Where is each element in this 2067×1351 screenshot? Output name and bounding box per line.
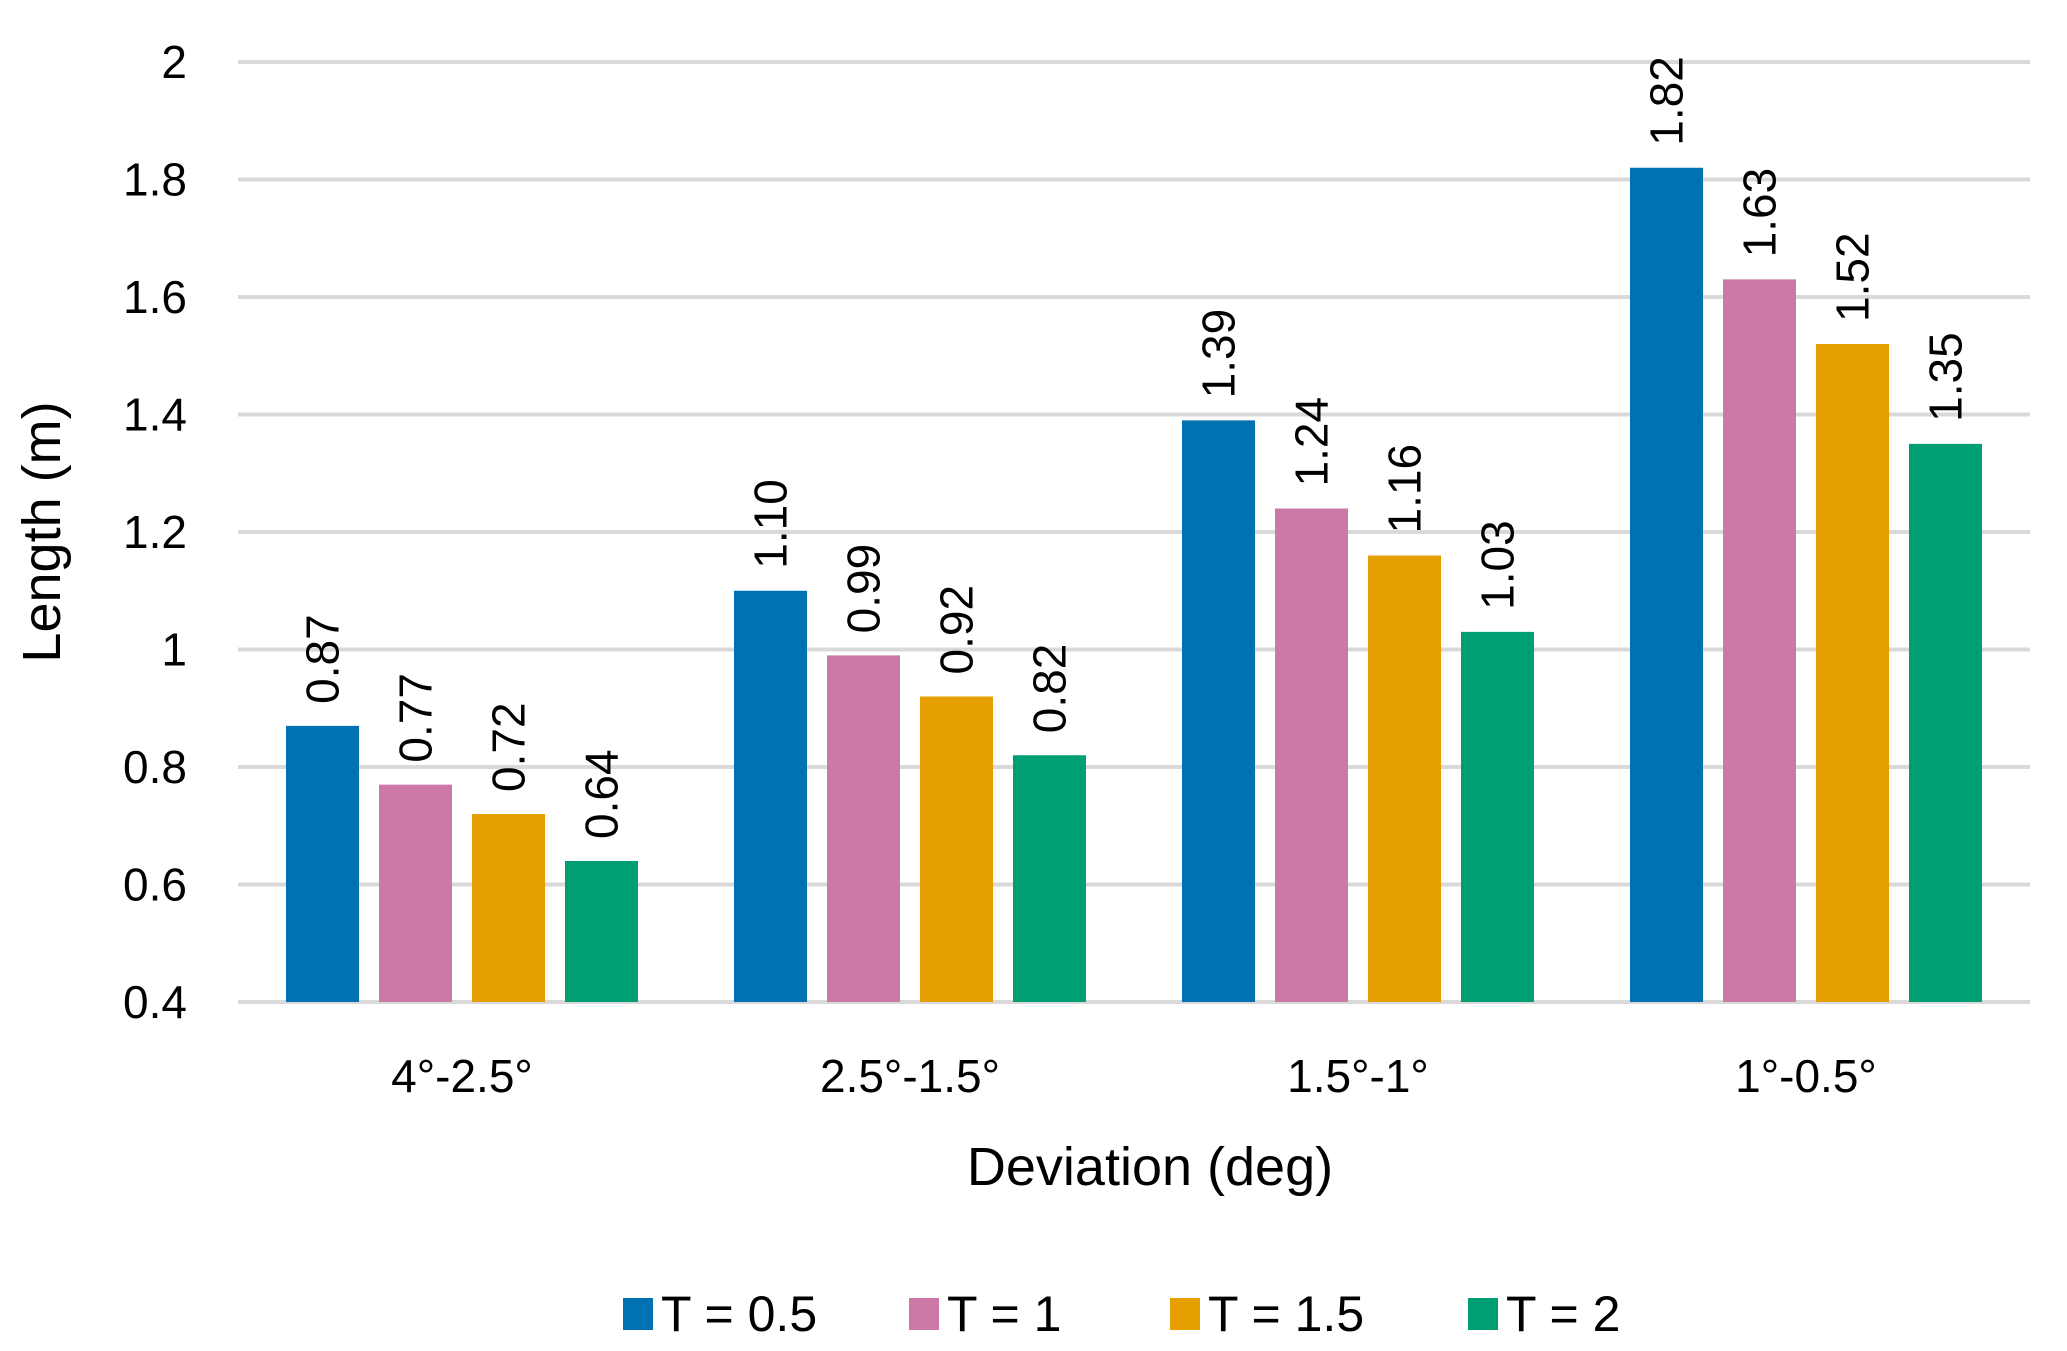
x-axis-categories: 4°-2.5° 2.5°-1.5° 1.5°-1° 1°-0.5° xyxy=(391,1050,1877,1102)
data-label: 0.92 xyxy=(931,585,983,675)
bar xyxy=(1630,167,1703,1002)
y-tick-label: 0.8 xyxy=(123,741,187,793)
data-label: 1.35 xyxy=(1920,332,1972,422)
legend-label: T = 1.5 xyxy=(1208,1286,1364,1342)
bar xyxy=(379,784,452,1002)
legend-swatch xyxy=(1170,1298,1200,1330)
y-tick-label: 1.6 xyxy=(123,271,187,323)
bar xyxy=(1182,420,1255,1002)
bar xyxy=(565,861,638,1002)
legend-label: T = 1 xyxy=(947,1286,1061,1342)
bar xyxy=(1816,344,1889,1002)
data-labels: 0.87 0.77 0.72 0.64 1.10 0.99 0.92 0.82 1.39 1.24… xyxy=(297,56,1972,839)
data-label: 1.82 xyxy=(1641,56,1693,146)
data-label: 0.72 xyxy=(483,702,535,792)
bar xyxy=(472,814,545,1002)
y-tick-label: 0.6 xyxy=(123,859,187,911)
data-label: 0.82 xyxy=(1024,644,1076,734)
bar xyxy=(827,655,900,1002)
data-label: 1.16 xyxy=(1379,444,1431,534)
y-tick-label: 0.4 xyxy=(123,976,187,1028)
bar xyxy=(1723,279,1796,1002)
data-label: 0.77 xyxy=(390,673,442,763)
bar xyxy=(1909,443,1982,1002)
legend-label: T = 2 xyxy=(1506,1286,1620,1342)
x-category-label: 1.5°-1° xyxy=(1287,1050,1429,1102)
x-category-label: 4°-2.5° xyxy=(391,1050,533,1102)
data-label: 0.64 xyxy=(576,749,628,839)
x-category-label: 1°-0.5° xyxy=(1735,1050,1877,1102)
bar xyxy=(1368,555,1441,1002)
y-tick-label: 1.4 xyxy=(123,389,187,441)
legend-item: T = 2 xyxy=(1468,1286,1620,1342)
y-axis-title: Length (m) xyxy=(12,401,72,662)
legend-item: T = 1 xyxy=(909,1286,1061,1342)
legend: T = 0.5 T = 1 T = 1.5 T = 2 xyxy=(623,1286,1620,1342)
y-tick-label: 1 xyxy=(161,624,187,676)
y-tick-label: 1.8 xyxy=(123,154,187,206)
data-label: 1.10 xyxy=(745,479,797,569)
bar xyxy=(286,725,359,1002)
bar xyxy=(920,696,993,1002)
bar xyxy=(734,590,807,1002)
data-label: 0.99 xyxy=(838,544,890,634)
legend-swatch xyxy=(623,1298,653,1330)
data-label: 1.63 xyxy=(1734,168,1786,258)
y-tick-label: 1.2 xyxy=(123,506,187,558)
bar xyxy=(1013,755,1086,1002)
data-label: 1.24 xyxy=(1286,397,1338,487)
legend-swatch xyxy=(909,1298,939,1330)
data-label: 0.87 xyxy=(297,614,349,704)
bar xyxy=(1275,508,1348,1002)
legend-label: T = 0.5 xyxy=(661,1286,817,1342)
legend-item: T = 1.5 xyxy=(1170,1286,1364,1342)
x-axis-title: Deviation (deg) xyxy=(967,1137,1333,1197)
y-tick-label: 2 xyxy=(161,36,187,88)
data-label: 1.39 xyxy=(1193,309,1245,399)
data-label: 1.03 xyxy=(1472,520,1524,610)
x-category-label: 2.5°-1.5° xyxy=(820,1050,1000,1102)
data-label: 1.52 xyxy=(1827,232,1879,322)
legend-item: T = 0.5 xyxy=(623,1286,817,1342)
y-axis-ticks: 0.4 0.6 0.8 1 1.2 1.4 1.6 1.8 2 xyxy=(123,36,187,1028)
legend-swatch xyxy=(1468,1298,1498,1330)
bars xyxy=(286,167,1982,1002)
bar xyxy=(1461,631,1534,1002)
